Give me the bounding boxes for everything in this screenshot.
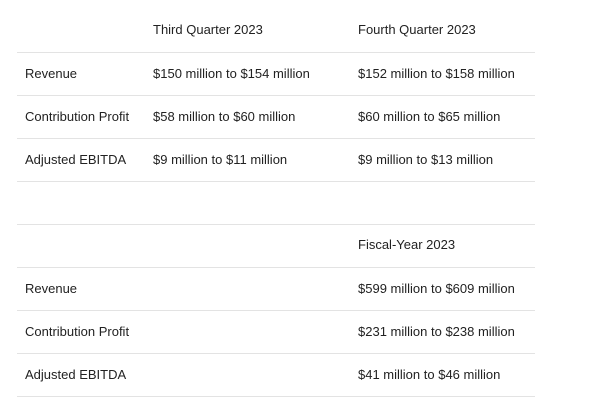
row-divider [17,310,535,311]
cell-value: $41 million to $46 million [358,367,501,382]
cell-value: $9 million to $11 million [153,152,288,167]
row-label: Adjusted EBITDA [25,367,127,382]
row-divider [17,181,535,182]
row-divider [17,138,535,139]
row-label: Revenue [25,66,78,81]
column-header: Third Quarter 2023 [153,22,263,37]
cell-value: $599 million to $609 million [358,281,515,296]
cell-value: $231 million to $238 million [358,324,515,339]
cell-value: $60 million to $65 million [358,109,501,124]
row-divider [17,267,535,268]
row-divider [17,396,535,397]
column-header: Fourth Quarter 2023 [358,22,476,37]
row-divider [17,95,535,96]
cell-value: $9 million to $13 million [358,152,494,167]
column-header: Fiscal-Year 2023 [358,237,456,252]
cell-value: $58 million to $60 million [153,109,296,124]
row-label: Revenue [25,281,78,296]
row-divider [17,224,535,225]
row-label: Contribution Profit [25,109,130,124]
cell-value: $150 million to $154 million [153,66,310,81]
row-label: Adjusted EBITDA [25,152,127,167]
row-divider [17,353,535,354]
cell-value: $152 million to $158 million [358,66,515,81]
row-label: Contribution Profit [25,324,130,339]
row-divider [17,52,535,53]
